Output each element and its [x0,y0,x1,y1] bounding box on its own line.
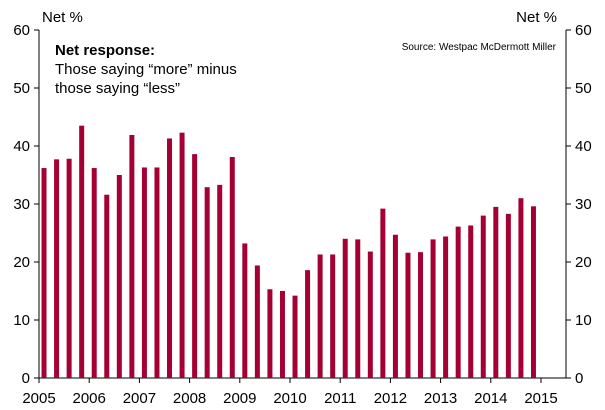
x-tick-label: 2015 [524,390,557,407]
bar [254,265,260,378]
bar [41,168,47,378]
bar [91,168,97,378]
left-y-tick-label: 50 [13,80,30,97]
left-y-tick-label: 60 [13,22,30,39]
left-y-tick-label: 40 [13,138,30,155]
bar [455,226,461,378]
bar [54,159,60,378]
right-y-tick-label: 20 [575,254,592,271]
left-y-axis-unit-label: Net % [42,9,83,26]
bar [505,213,511,378]
x-tick-label: 2005 [22,390,55,407]
bar [330,254,336,378]
bars [41,125,536,378]
right-y-tick-label: 0 [575,370,583,387]
bar [104,194,110,378]
bar [367,251,373,378]
source-note: Source: Westpac McDermott Miller [402,42,557,53]
bar [267,289,273,378]
bar [242,243,248,378]
left-y-tick-label: 20 [13,254,30,271]
left-y-tick-label: 30 [13,196,30,213]
bar [443,236,449,378]
right-y-tick-label: 60 [575,22,592,39]
x-tick-label: 2006 [73,390,106,407]
bar [229,157,235,378]
bar [305,270,311,378]
bar [380,208,386,378]
bar [530,206,536,378]
x-tick-label: 2011 [324,390,356,407]
left-y-tick-label: 0 [22,370,30,387]
x-tick-label: 2010 [273,390,306,407]
bar [279,291,285,378]
bar [292,295,298,378]
bar [141,167,147,378]
bar [468,225,474,378]
bar [355,239,361,378]
bar [179,132,185,378]
bar [392,234,398,378]
bar [129,134,135,378]
right-y-axis-unit-label: Net % [516,9,557,26]
x-tick-label: 2013 [424,390,457,407]
bar [342,238,348,378]
x-tick-label: 2014 [474,390,507,407]
right-y-tick-label: 50 [575,80,592,97]
bar [217,184,223,378]
bar [480,215,486,378]
bar [154,167,160,378]
bar [204,187,210,378]
x-tick-label: 2012 [374,390,407,407]
bar [167,138,173,378]
right-y-tick-label: 10 [575,312,592,329]
bar [418,252,424,378]
x-tick-label: 2008 [173,390,206,407]
annotation-title: Net response: [55,42,155,59]
bar [493,206,499,378]
annotation-line-1: Those saying “more” minus [55,61,237,78]
x-tick-label: 2009 [223,390,256,407]
bar [116,175,122,378]
bar [405,252,411,378]
ticks: 0 0 10 10 20 20 30 30 40 40 50 50 60 60 2005 2006 2007 20… [13,22,591,407]
right-y-tick-label: 40 [575,138,592,155]
labels: Net % Net % Net response: Those saying “… [42,9,557,97]
annotation-line-2: those saying “less” [55,80,180,97]
bar [66,158,72,378]
bar [317,254,323,378]
bar [192,154,198,378]
bar [430,239,436,378]
left-y-tick-label: 10 [13,312,30,329]
bar [79,125,85,378]
x-tick-label: 2007 [123,390,156,407]
bar [518,198,524,378]
right-y-tick-label: 30 [575,196,592,213]
